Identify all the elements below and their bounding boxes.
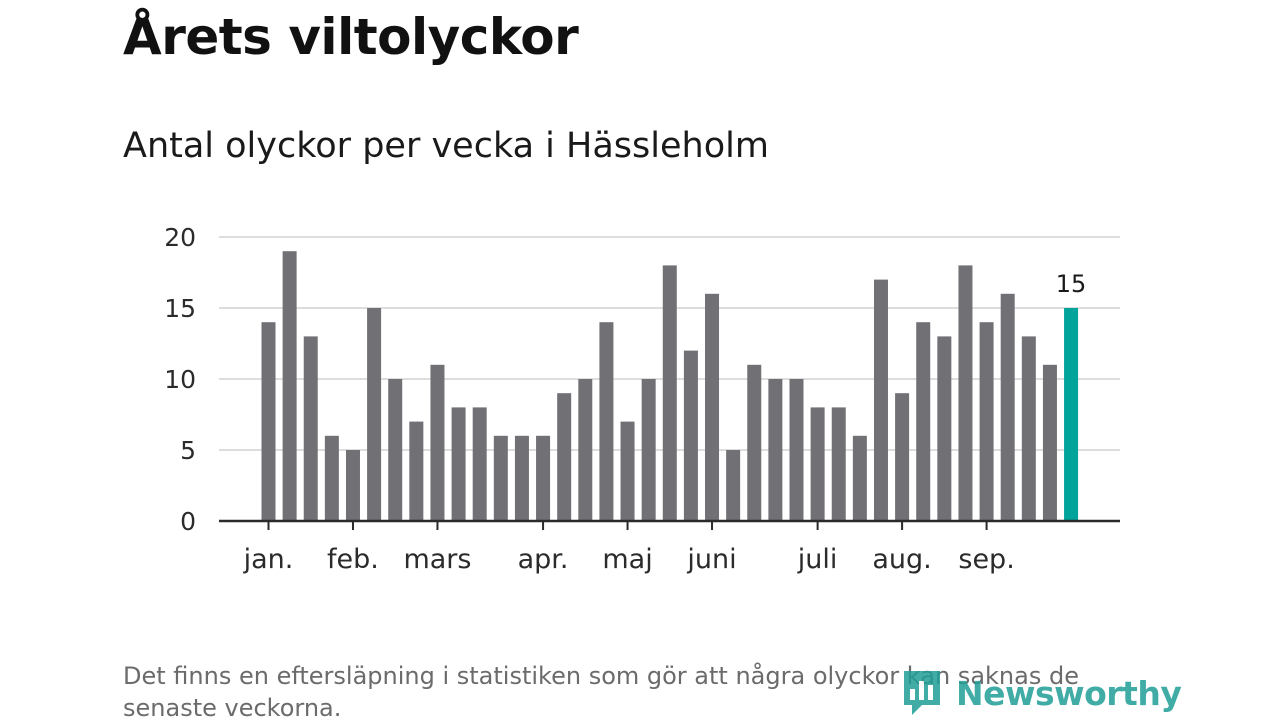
bar xyxy=(705,293,720,521)
bar xyxy=(789,379,804,521)
bar xyxy=(937,336,952,521)
bar xyxy=(388,379,403,521)
bar xyxy=(747,364,762,521)
x-tick-label: apr. xyxy=(518,544,569,575)
chart-title: Årets viltolyckor xyxy=(123,8,579,66)
x-tick-label: sep. xyxy=(958,544,1014,575)
x-tick-label: juni xyxy=(686,544,736,575)
bar xyxy=(472,407,487,521)
bar xyxy=(282,251,297,521)
y-tick-label: 15 xyxy=(164,294,196,323)
bar xyxy=(409,421,424,521)
bar xyxy=(620,421,635,521)
x-tick-label: juli xyxy=(797,544,838,575)
bar xyxy=(493,435,508,521)
x-tick-label: jan. xyxy=(243,544,294,575)
logo-text: Newsworthy xyxy=(956,673,1182,713)
bar xyxy=(261,322,276,521)
y-tick-label: 20 xyxy=(164,223,196,252)
bar xyxy=(536,435,551,521)
bar xyxy=(345,450,360,521)
bar xyxy=(578,379,593,521)
bar xyxy=(831,407,846,521)
x-tick-label: feb. xyxy=(327,544,379,575)
bar xyxy=(1021,336,1036,521)
bar xyxy=(852,435,867,521)
bar xyxy=(1000,293,1015,521)
x-tick-label: maj xyxy=(602,544,652,575)
highlight-bar xyxy=(1064,308,1079,521)
y-tick-label: 5 xyxy=(180,436,196,465)
bar xyxy=(367,308,382,521)
bar xyxy=(514,435,529,521)
bar xyxy=(303,336,318,521)
bar xyxy=(979,322,994,521)
bar xyxy=(324,435,339,521)
chart-subtitle: Antal olyckor per vecka i Hässleholm xyxy=(123,126,769,166)
bar xyxy=(662,265,677,521)
bar xyxy=(430,364,445,521)
newsworthy-logo: Newsworthy xyxy=(902,668,1182,718)
data-label: 15 xyxy=(1056,270,1087,298)
bar xyxy=(895,393,910,521)
bar xyxy=(873,279,888,521)
bar xyxy=(557,393,572,521)
y-tick-label: 0 xyxy=(180,507,196,536)
bar xyxy=(599,322,614,521)
x-tick-label: mars xyxy=(403,544,471,575)
bar xyxy=(1042,364,1057,521)
bar-chart-speech-icon xyxy=(904,671,940,715)
bar xyxy=(726,450,741,521)
bar xyxy=(958,265,973,521)
bar xyxy=(683,350,698,521)
bar xyxy=(451,407,466,521)
bar xyxy=(916,322,931,521)
x-tick-label: aug. xyxy=(872,544,931,575)
bar xyxy=(810,407,825,521)
bar xyxy=(768,379,783,521)
bar xyxy=(641,379,656,521)
y-tick-label: 10 xyxy=(164,365,196,394)
